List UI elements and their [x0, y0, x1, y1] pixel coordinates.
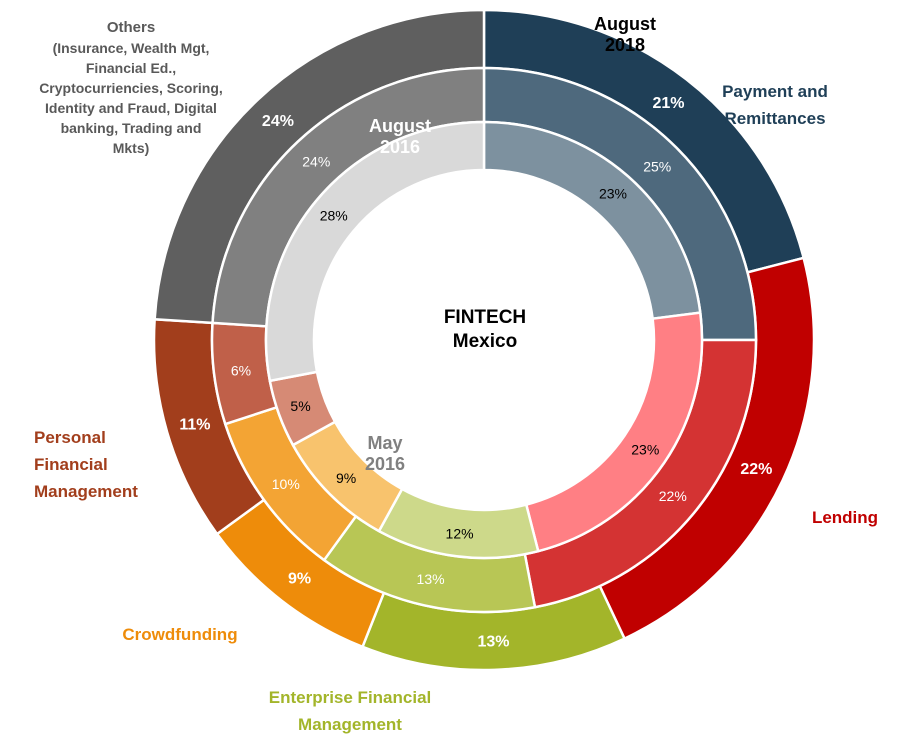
ring-title-outer: August 2018 — [560, 14, 690, 56]
outer-ring-label-crowdfunding: 9% — [288, 570, 311, 587]
inner-ring-segment-others — [264, 120, 486, 383]
category-label-enterprise: Enterprise Financial Management — [250, 684, 450, 738]
category-label-payment-line2: Remittances — [724, 109, 826, 128]
ring-title-middle-line2: 2016 — [379, 137, 421, 157]
others-detail-line6: Mkts) — [112, 140, 150, 156]
category-label-enterprise-line1: Enterprise Financial — [268, 688, 432, 707]
others-detail-line4: Identity and Fraud, Digital — [45, 100, 217, 116]
inner-ring-label-lending: 23% — [631, 442, 659, 458]
category-label-others: Others (Insurance, Wealth Mgt, Financial… — [20, 18, 242, 158]
category-label-personal-line2: Financial — [34, 455, 108, 474]
inner-ring-label-enterprise: 12% — [446, 525, 474, 541]
outer-ring-label-lending: 22% — [740, 461, 772, 478]
category-label-personal: Personal Financial Management — [34, 424, 184, 505]
others-detail-line3: Cryptocurriencies, Scoring, — [39, 80, 223, 96]
inner-ring-label-others: 28% — [320, 208, 348, 224]
others-detail-line5: banking, Trading and — [60, 120, 202, 136]
ring-title-inner-line2: 2016 — [364, 454, 406, 474]
ring-title-inner: May 2016 — [335, 433, 435, 475]
others-detail-line2: Financial Ed., — [85, 60, 177, 76]
category-label-crowdfunding: Crowdfunding — [105, 621, 255, 648]
ring-title-outer-line2: 2018 — [604, 35, 646, 55]
middle-ring-label-others: 24% — [302, 153, 330, 169]
middle-ring-label-payment: 25% — [643, 159, 671, 175]
category-label-personal-line3: Management — [34, 482, 138, 501]
ring-title-middle: August 2016 — [335, 116, 465, 158]
center-title: FINTECH Mexico — [380, 306, 590, 354]
outer-ring-label-others: 24% — [262, 113, 294, 130]
outer-ring-label-payment: 21% — [652, 95, 684, 112]
ring-title-middle-line1: August — [369, 116, 431, 136]
category-label-payment-line1: Payment and — [722, 82, 828, 101]
category-label-enterprise-line2: Management — [298, 715, 402, 734]
outer-ring-label-enterprise: 13% — [477, 633, 509, 650]
middle-ring-label-enterprise: 13% — [417, 571, 445, 587]
category-label-personal-line1: Personal — [34, 428, 106, 447]
center-title-line2: Mexico — [452, 331, 518, 352]
ring-title-inner-line1: May — [367, 433, 403, 453]
category-label-others-title: Others — [106, 19, 156, 36]
middle-ring-label-personal: 6% — [231, 363, 251, 379]
category-label-crowdfunding-line1: Crowdfunding — [122, 625, 238, 644]
middle-ring-label-crowdfunding: 10% — [272, 476, 300, 492]
category-label-lending: Lending — [800, 504, 890, 531]
ring-title-outer-line1: August — [594, 14, 656, 34]
outer-ring-label-personal: 11% — [179, 417, 210, 434]
inner-ring-label-payment: 23% — [599, 186, 627, 202]
middle-ring-label-lending: 22% — [659, 488, 687, 504]
category-label-lending-line1: Lending — [811, 508, 879, 527]
center-title-line1: FINTECH — [443, 307, 527, 328]
inner-ring-label-personal: 5% — [290, 398, 310, 414]
inner-ring-label-crowdfunding: 9% — [336, 470, 356, 486]
category-label-payment: Payment and Remittances — [705, 78, 845, 132]
others-detail-line1: (Insurance, Wealth Mgt, — [52, 40, 210, 56]
